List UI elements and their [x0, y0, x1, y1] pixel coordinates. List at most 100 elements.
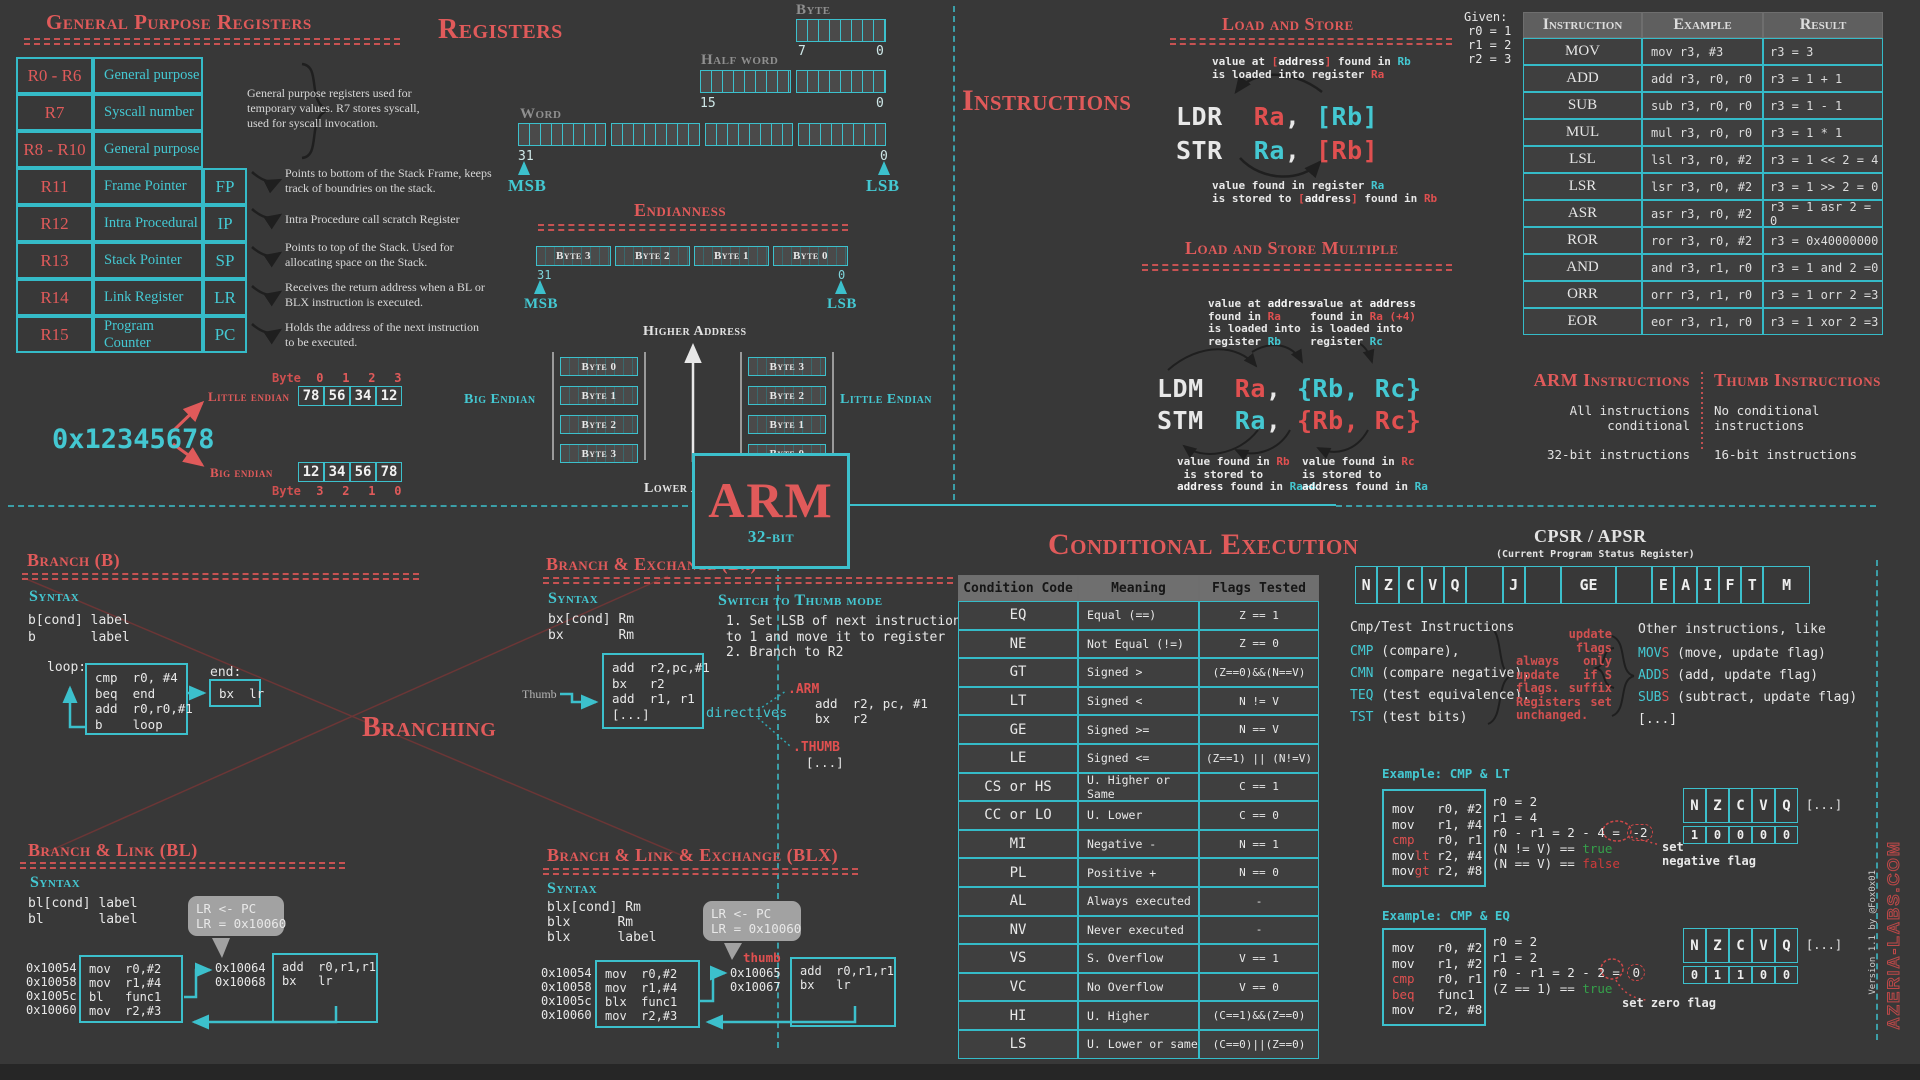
- text-segment: {Rb, Rc}: [1296, 374, 1422, 403]
- text-segment: ,: [1265, 374, 1297, 403]
- table-cell: lsr r3, r0, #2: [1642, 173, 1763, 200]
- table-cell: C == 0: [1199, 801, 1319, 830]
- cell: Z: [1377, 566, 1400, 604]
- table-row: CC or LO U. Lower C == 0: [958, 801, 1319, 830]
- text-segment: mov r2,#3: [605, 1009, 678, 1023]
- conditional-execution-title: Conditional Execution: [1048, 528, 1359, 561]
- table-row: LE Signed <= (Z==1) || (N!=V): [958, 743, 1319, 773]
- text-line: add r2,pc,#1: [612, 660, 710, 676]
- text-segment: [: [1271, 55, 1279, 68]
- text-segment: mov r1,#4: [605, 981, 678, 995]
- cell: 0: [1752, 966, 1775, 984]
- branch-b-syntax: b[cond] label b label: [28, 612, 130, 646]
- text-line: to 1 and move it to register: [726, 630, 961, 646]
- table-cell: LT: [958, 686, 1078, 716]
- text-segment: Ra: [1253, 102, 1285, 131]
- gp-note-fp: Points to bottom of the Stack Frame, kee…: [285, 166, 492, 195]
- text-segment: S: [1661, 668, 1670, 683]
- blx-ret-box: add r0,r1,r1 bx lr: [790, 957, 896, 1027]
- text-line: mov r0, #2: [1392, 940, 1482, 956]
- cell: Byte 3: [536, 246, 611, 266]
- text-line: 0x10064: [215, 961, 266, 975]
- text-segment: (N != V) ==: [1492, 840, 1583, 856]
- cell: 0: [1683, 966, 1706, 984]
- ldm-note-left: value at address found in Ra is loaded int…: [1208, 297, 1314, 348]
- text-line: bl[cond] label: [28, 896, 138, 912]
- text-line: r0 = 2: [1492, 934, 1645, 950]
- cell: 12: [376, 386, 402, 406]
- higher-address-label: Higher Address: [643, 324, 747, 339]
- cpsr-title: CPSR / APSR: [1534, 526, 1647, 546]
- text-line: 1. Set LSB of next instruction: [726, 614, 961, 630]
- cell: Meaning: [1078, 575, 1199, 601]
- divider-vertical-bottom: [777, 565, 779, 1048]
- table-cell: orr r3, r1, r0: [1642, 281, 1763, 308]
- branch-bl-title: Branch & Link (BL): [28, 840, 198, 860]
- text-line: address found in Ra: [1302, 480, 1428, 494]
- text-line: 0x10054: [26, 961, 77, 975]
- text-segment: ]: [1324, 55, 1332, 68]
- text-line: register Rc: [1310, 335, 1416, 349]
- table-cell: mul r3, r0, r0: [1642, 119, 1763, 146]
- table-cell: Program Counter: [93, 316, 203, 353]
- given-block: Given: r0 = 1 r1 = 2 r2 = 3: [1464, 10, 1511, 66]
- table-cell: r3 = 1 asr 2 = 0: [1763, 200, 1883, 227]
- text-line: negative flag: [1662, 854, 1756, 868]
- cell: J: [1502, 566, 1525, 604]
- arm-family-block: ARM Instructions All instructions condit…: [1500, 370, 1690, 462]
- blx-code-box: mov r0,#2 mov r1,#4 blx func1 mov r2,#3: [595, 960, 700, 1028]
- text-line: address found in Ra+4: [1177, 480, 1316, 494]
- cell: V: [1421, 566, 1444, 604]
- instruction-table-body: MOV mov r3, #3 r3 = 3 ADD add r3, r0, r0 r3 =…: [1523, 38, 1883, 335]
- byte-word-label: Byte: [272, 484, 301, 498]
- text-segment: LDR: [1176, 102, 1254, 131]
- ldm-instruction: LDM Ra, {Rb, Rc}: [1157, 374, 1421, 403]
- cell: Q: [1775, 928, 1798, 963]
- text-segment: STR: [1176, 136, 1254, 165]
- table-cell: Z == 1: [1199, 601, 1319, 630]
- half-word-label: Half word: [701, 52, 779, 68]
- text-segment: (move, update flag): [1669, 646, 1826, 661]
- table-cell: PC: [203, 316, 247, 353]
- cell: 0: [1752, 826, 1775, 844]
- condition-table-header: Condition Code Meaning Flags Tested: [958, 575, 1319, 601]
- example-lt-set-label: set negative flag: [1662, 840, 1756, 868]
- table-row: MI Negative -N == 1: [958, 829, 1319, 859]
- cell: I: [1696, 566, 1719, 604]
- switch-thumb-title: Switch to Thumb mode: [718, 592, 883, 609]
- cell: E: [1652, 566, 1675, 604]
- text-line: MOVS (move, update flag): [1638, 643, 1857, 665]
- cell: 12: [298, 462, 324, 482]
- big-endian-label: Big Endian: [464, 392, 536, 407]
- text-line: mov r1, #2: [1392, 956, 1482, 972]
- branch-b-end-box: bx lr: [209, 679, 264, 707]
- text-segment: Rb: [1423, 191, 1438, 205]
- example-lt-result: r0 = 2 r1 = 4 r0 - r1 = 2 - 4 = -2 (N != V)…: [1492, 794, 1653, 872]
- text-line: bx lr: [282, 974, 368, 988]
- text-line: blx Rm: [547, 915, 657, 930]
- cell: [1524, 566, 1562, 604]
- cell: [1615, 566, 1653, 604]
- text-segment: 0x10060: [541, 1008, 592, 1022]
- text-line: mov r0,#2: [605, 967, 690, 981]
- text-line: add r1, r1: [612, 691, 695, 707]
- gp-registers-table: R0 - R6 General purpose R7 Syscall number R8…: [16, 57, 247, 353]
- cell: N: [1683, 928, 1706, 963]
- text-segment: r0 = 2: [1492, 934, 1538, 949]
- little-endian-bytes: 78 56 34 12: [298, 386, 402, 406]
- stack-rail: [552, 352, 554, 460]
- cell: Result: [1763, 12, 1883, 38]
- text-segment: 0x10068: [215, 975, 266, 989]
- table-cell: No Overflow: [1078, 972, 1199, 1002]
- arm-family-line: All instructions conditional: [1569, 403, 1690, 433]
- text-line: add r0,r0,#1: [95, 701, 193, 717]
- table-row: NE Not Equal (!=) Z == 0: [958, 629, 1319, 659]
- stack-rail: [644, 352, 646, 460]
- cell: V: [1752, 788, 1775, 823]
- text-line: bx lr: [800, 978, 886, 992]
- text-line: r1 = 4: [1492, 810, 1653, 826]
- word-bit-cells: [518, 123, 886, 146]
- cell: 1: [1683, 826, 1706, 844]
- text-line: (Z == 1) == true: [1492, 981, 1645, 997]
- text-segment: true: [1582, 840, 1613, 856]
